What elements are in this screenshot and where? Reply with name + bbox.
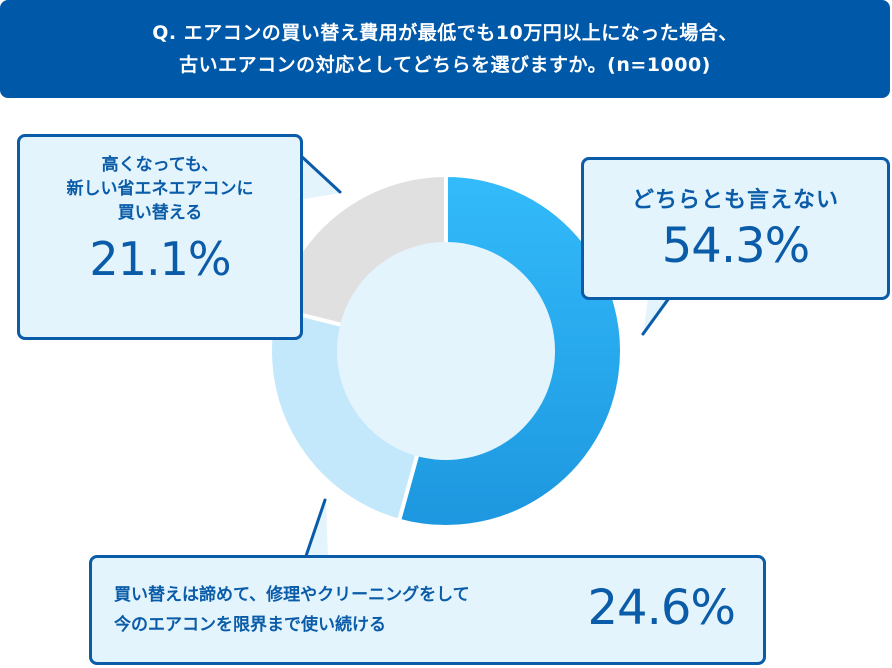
label-line: 高くなっても、 — [101, 155, 219, 175]
label-line: 買い替えは諦めて、修理やクリーニングをして — [114, 585, 470, 605]
percent-value: 54.3% — [661, 218, 810, 274]
question-line-1: Q. エアコンの買い替え費用が最低でも10万円以上になった場合、 — [152, 22, 738, 44]
label-line: 新しい省エネエアコンに — [66, 179, 254, 199]
label-line: 今のエアコンを限界まで使い続ける — [114, 615, 386, 635]
percent-value: 21.1% — [89, 232, 231, 286]
bubble-replace: 高くなっても、 新しい省エネエアコンに 買い替える 21.1% — [17, 134, 303, 340]
question-line-2: 古いエアコンの対応としてどちらを選びますか。(n=1000) — [179, 54, 711, 76]
percent-value: 24.6% — [587, 580, 736, 636]
bubble-neutral: どちらとも言えない 54.3% — [581, 157, 890, 300]
label-line: 買い替える — [117, 203, 203, 223]
question-header: Q. エアコンの買い替え費用が最低でも10万円以上になった場合、 古いエアコンの… — [0, 0, 890, 98]
bubble-repair: 買い替えは諦めて、修理やクリーニングをして 今のエアコンを限界まで使い続ける 2… — [89, 555, 766, 665]
label: どちらとも言えない — [631, 188, 839, 213]
donut-center — [337, 242, 555, 460]
